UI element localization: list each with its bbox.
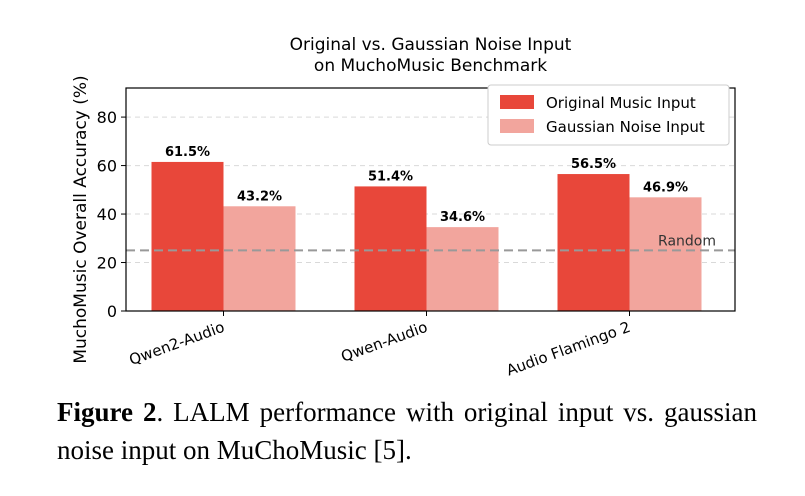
bar-value-label: 43.2% [237, 189, 282, 204]
bar-value-label: 56.5% [571, 157, 616, 172]
bar [426, 227, 499, 311]
y-tick-label: 40 [97, 205, 117, 224]
legend-label: Gaussian Noise Input [546, 118, 705, 136]
bar [557, 174, 630, 311]
bar-value-label: 61.5% [165, 145, 210, 160]
caption-text: . LALM performance with original input v… [57, 397, 757, 465]
y-tick-label: 80 [97, 108, 117, 127]
bar-value-label: 51.4% [368, 169, 413, 184]
bar [223, 206, 296, 311]
legend-swatch [500, 95, 534, 109]
figure-caption: Figure 2. LALM performance with original… [57, 393, 757, 469]
x-tick-label: Qwen-Audio [339, 318, 430, 366]
y-tick-label: 60 [97, 157, 117, 176]
legend-label: Original Music Input [546, 94, 696, 112]
legend-box [487, 84, 730, 146]
y-tick-label: 20 [97, 254, 117, 273]
bar-value-label: 34.6% [440, 210, 485, 225]
figure-label: Figure 2 [57, 397, 157, 427]
bar-value-labels: 61.5% 43.2% 51.4% 34.6% 56.5% 46.9% [165, 145, 688, 225]
bar [151, 161, 224, 311]
bar-value-label: 46.9% [643, 180, 688, 195]
legend-swatch [500, 119, 534, 133]
x-tick-label: Qwen2-Audio [127, 318, 227, 369]
legend: Original Music Input Gaussian Noise Input [487, 84, 730, 146]
random-baseline: Random [126, 233, 735, 252]
bar [629, 197, 702, 311]
chart-title-line: on MuchoMusic Benchmark [314, 56, 547, 76]
bar [354, 186, 427, 311]
bars [151, 161, 702, 311]
x-tick-label: Audio Flamingo 2 [504, 318, 633, 380]
plot-frame [125, 87, 736, 312]
y-tick-label: 0 [107, 302, 117, 321]
random-baseline-label: Random [658, 233, 716, 249]
y-axis-label: MuchoMusic Overall Accuracy (%) [71, 75, 91, 363]
chart-title-line: Original vs. Gaussian Noise Input [290, 35, 572, 55]
